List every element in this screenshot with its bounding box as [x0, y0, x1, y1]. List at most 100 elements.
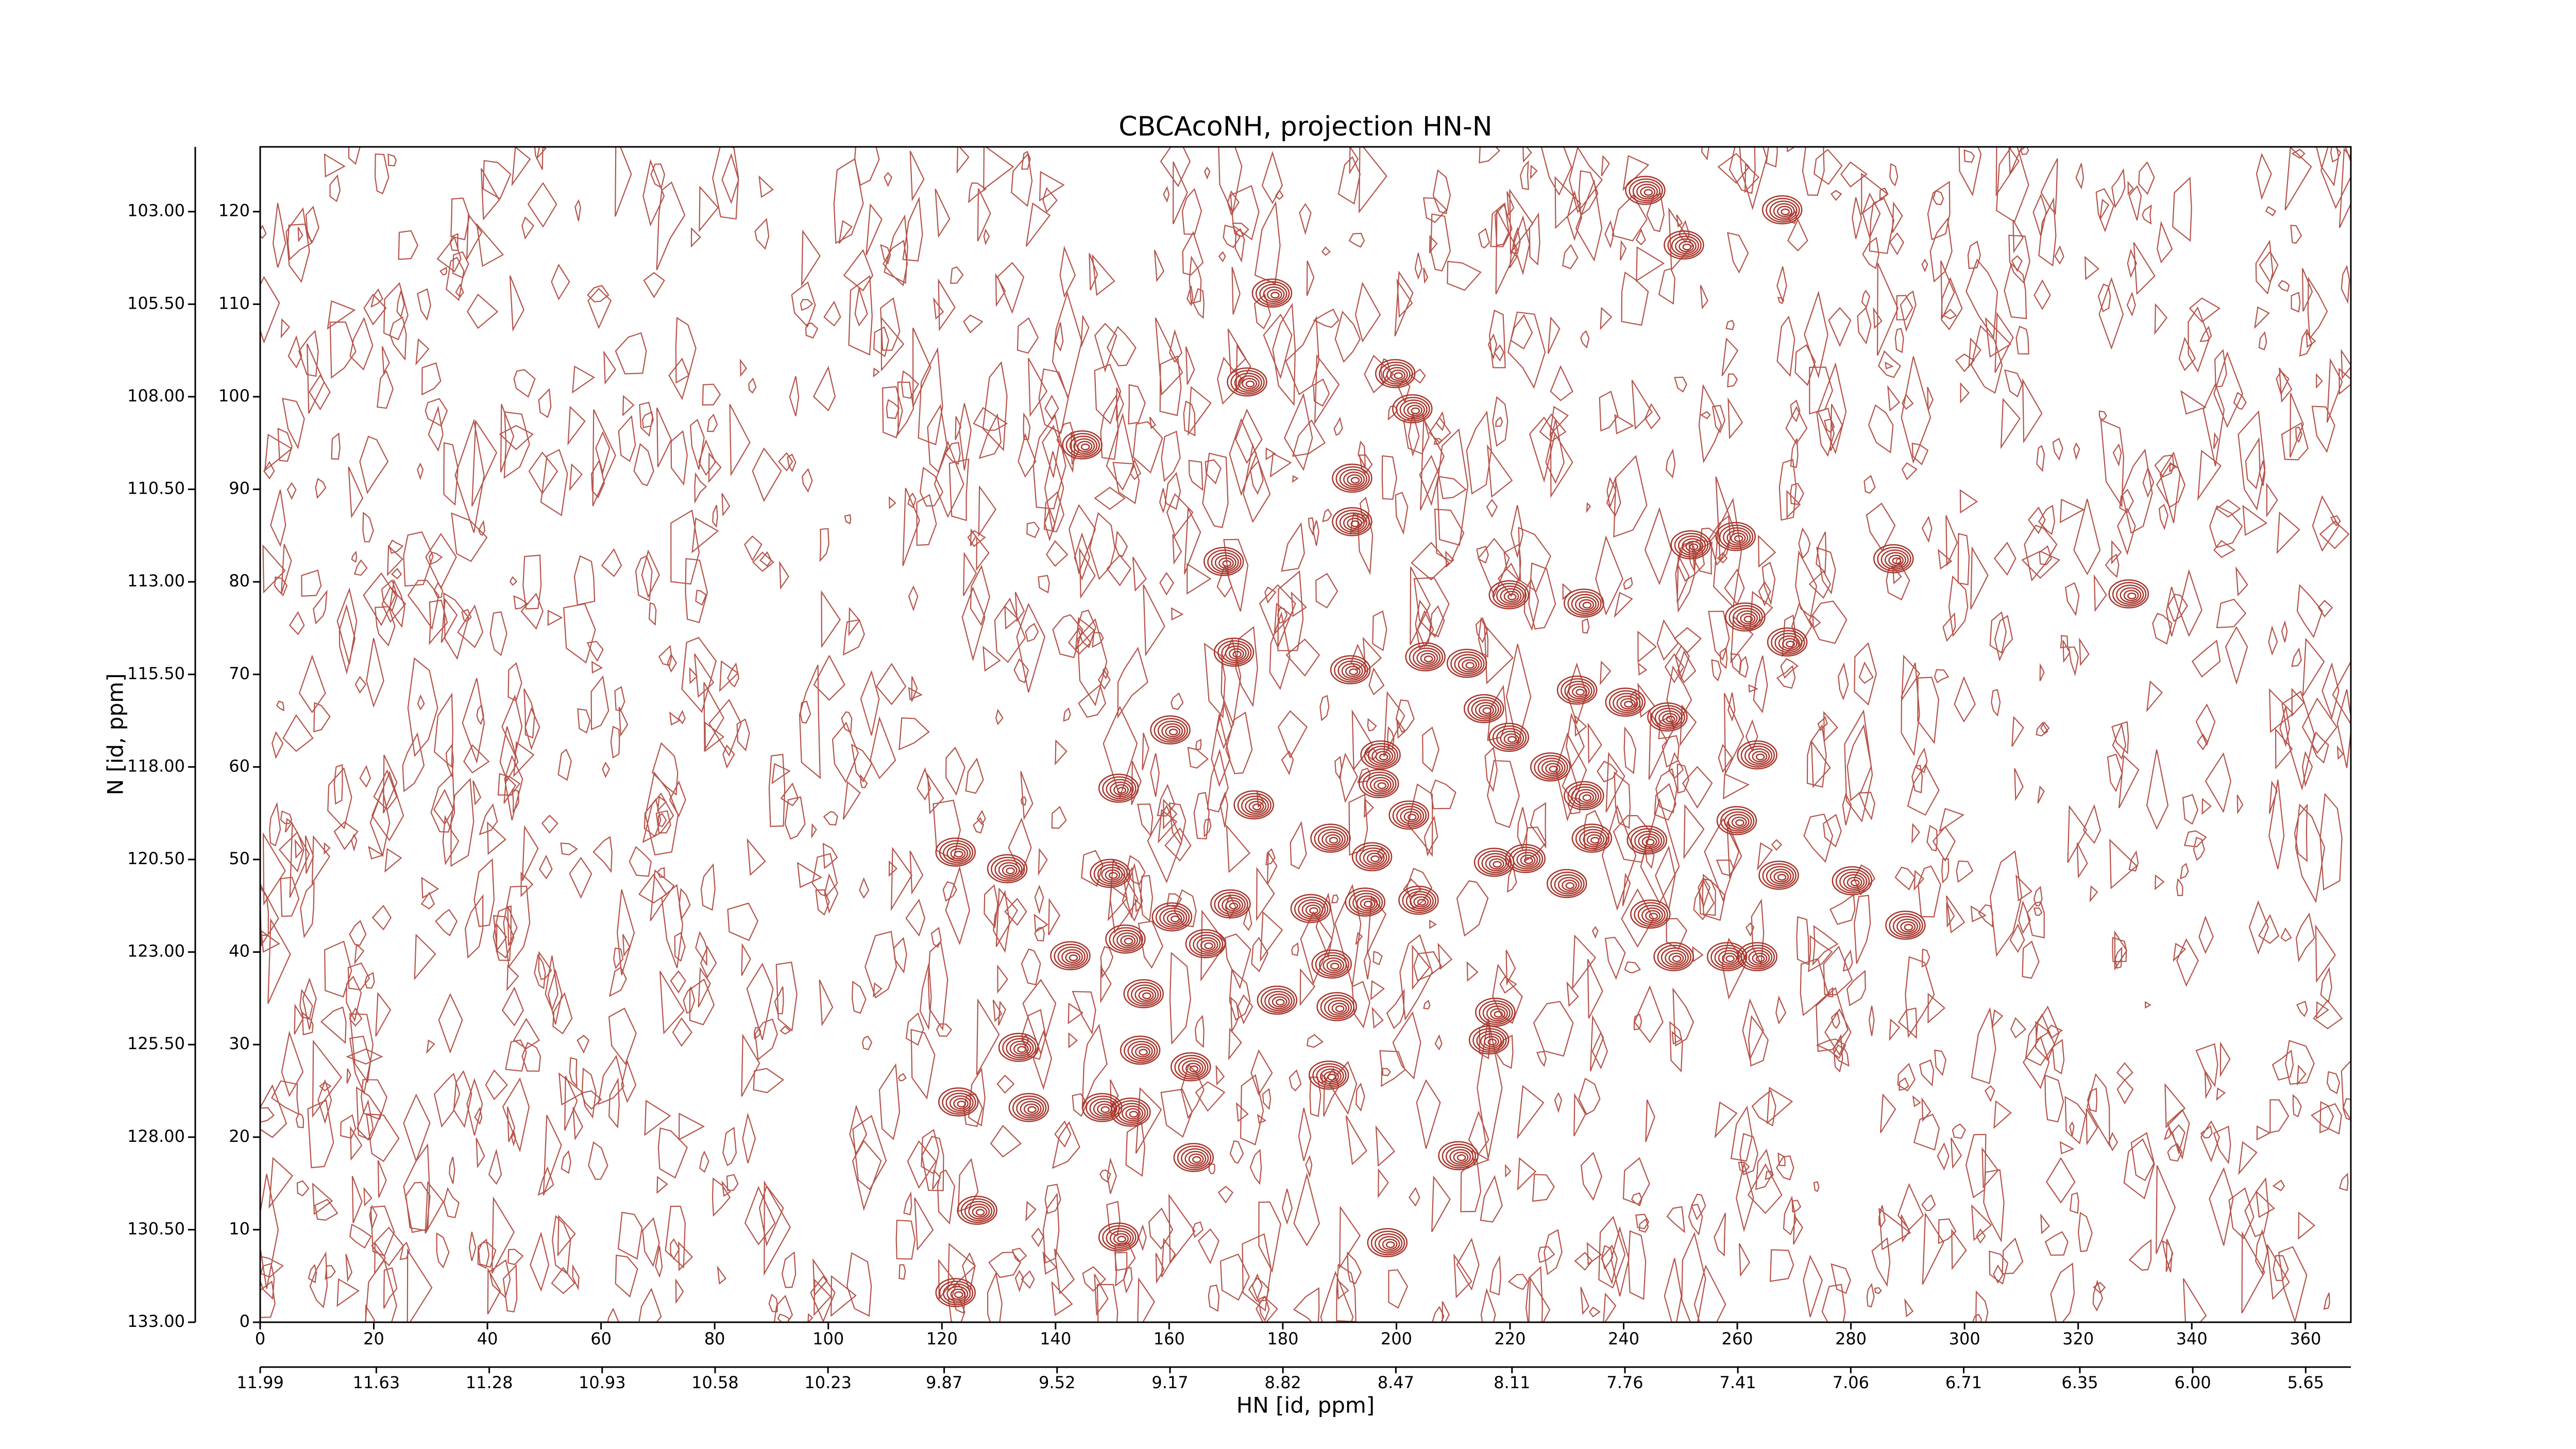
peak-contour: [1382, 1238, 1398, 1250]
peak-contour: [1002, 1035, 1037, 1060]
peak-contour: [1564, 588, 1604, 618]
peak-contour: [1758, 861, 1799, 890]
peak-contour: [1490, 1008, 1506, 1020]
peak-contour: [1113, 784, 1129, 796]
peak-contour: [1475, 702, 1497, 718]
peak-contour: [1520, 854, 1536, 866]
peak-contour: [1134, 1046, 1150, 1058]
peak-contour: [1127, 982, 1162, 1007]
peak-contour: [1884, 552, 1906, 568]
peak-contour: [1334, 658, 1368, 683]
peak-contour: [1486, 1005, 1508, 1022]
peak-contour: [1189, 1065, 1199, 1072]
peak-contour: [1846, 877, 1862, 888]
peak-contour: [1237, 793, 1272, 818]
peak-contour: [1343, 515, 1365, 531]
peak-contour: [1413, 896, 1429, 908]
peak-contour: [1369, 777, 1392, 793]
peak-contour: [1727, 814, 1750, 830]
peak-contour: [1623, 700, 1633, 708]
peak-contour: [1513, 849, 1541, 870]
y2-tick-label: 115.50: [127, 664, 185, 683]
peak-contour: [1315, 952, 1350, 977]
peak-contour: [1339, 512, 1367, 533]
peak-contour: [1301, 902, 1324, 918]
peak-contour: [1575, 826, 1610, 851]
peak-contour: [1330, 655, 1371, 685]
peak-contour: [1523, 857, 1533, 864]
peak-contour: [1242, 378, 1258, 390]
peak-contour: [1732, 608, 1760, 628]
peak-contour: [1378, 1236, 1400, 1252]
peak-contour: [1177, 1145, 1212, 1171]
peak-contour: [1061, 949, 1083, 965]
peak-contour: [1017, 1046, 1026, 1053]
peak-contour: [1547, 869, 1587, 898]
peak-contour: [1310, 823, 1351, 853]
peak-contour: [1398, 885, 1439, 915]
y2-tick-label: 118.00: [127, 756, 185, 776]
peak-contour: [1410, 894, 1432, 909]
peak-contour: [1485, 855, 1507, 872]
peak-contour: [957, 1100, 967, 1108]
peak-contour: [998, 1033, 1039, 1062]
peak-contour: [1002, 865, 1018, 877]
peak-contour: [1214, 554, 1236, 571]
peak-contour: [1672, 955, 1682, 963]
peak-contour: [1507, 593, 1517, 600]
peak-contour: [946, 845, 969, 862]
peak-contour: [1290, 894, 1331, 923]
peak-contour: [2112, 582, 2147, 607]
peak-contour: [1360, 740, 1401, 770]
peak-contour: [1724, 811, 1752, 832]
x2-tick-label: 5.65: [2287, 1373, 2324, 1392]
peak-contour: [1217, 640, 1252, 665]
peak-contour: [945, 1092, 974, 1113]
peak-contour: [1363, 850, 1385, 866]
peak-contour: [1462, 659, 1477, 671]
peak-contour: [1740, 613, 1756, 625]
peak-contour: [1106, 779, 1134, 799]
peak-contour: [1345, 666, 1361, 677]
peak-contour: [1298, 899, 1326, 920]
peak-contour: [1222, 897, 1244, 913]
peak-contour: [1360, 898, 1376, 909]
peak-contour: [1767, 627, 1808, 657]
peak-contour: [1023, 1103, 1039, 1115]
y-tick-label: 100: [218, 386, 250, 406]
peak-contour: [1748, 748, 1770, 764]
peak-contour: [1388, 800, 1429, 830]
peak-contour: [1245, 798, 1267, 814]
peak-contour: [1228, 648, 1244, 660]
peak-contour: [1316, 1066, 1344, 1086]
peak-contour: [1564, 781, 1604, 811]
peak-contour: [1438, 1141, 1479, 1170]
peak-contour: [1117, 1103, 1146, 1123]
peak-contour: [1008, 1093, 1049, 1122]
peak-contour: [1323, 957, 1345, 973]
y-tick-label: 50: [229, 849, 250, 868]
peak-contour: [1736, 610, 1758, 627]
peak-contour: [1720, 808, 1755, 834]
peak-contour: [1725, 955, 1735, 963]
peak-contour: [1006, 867, 1015, 874]
peak-contour: [1590, 837, 1600, 844]
peak-contour: [1755, 955, 1765, 963]
peak-contour: [1335, 510, 1370, 535]
peak-contour: [939, 840, 974, 865]
peak-contour: [1722, 952, 1737, 964]
y-tick-label: 60: [229, 756, 250, 776]
peak-contour: [1394, 372, 1403, 379]
peak-contour: [1748, 950, 1770, 966]
peak-contour: [1479, 704, 1494, 716]
x2-tick-label: 8.82: [1265, 1373, 1301, 1392]
peak-contour: [1086, 1096, 1120, 1121]
peak-contour: [1102, 1225, 1137, 1250]
peak-contour: [1574, 596, 1597, 613]
peak-contour: [1065, 951, 1081, 963]
peak-contour: [1446, 648, 1487, 678]
peak-contour: [1351, 842, 1393, 871]
peak-contour: [1509, 847, 1544, 871]
peak-contour: [1210, 889, 1251, 919]
peak-contour: [935, 1278, 976, 1307]
